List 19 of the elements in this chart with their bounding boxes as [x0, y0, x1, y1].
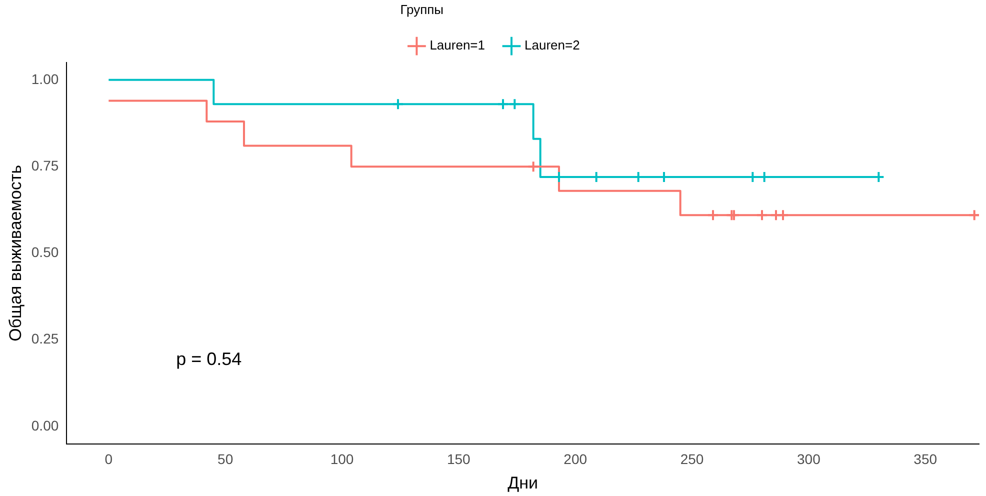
- x-tick-label: 350: [914, 451, 938, 468]
- x-tick-label: 250: [680, 451, 704, 468]
- x-tick-label: 200: [564, 451, 588, 468]
- y-axis-title: Общая выживаемость: [6, 164, 25, 342]
- y-tick-label: 0.00: [31, 417, 59, 434]
- x-axis-title: Дни: [508, 473, 538, 492]
- y-tick-label: 0.25: [31, 330, 59, 347]
- x-tick-label: 300: [796, 451, 821, 468]
- y-tick-label: 0.75: [31, 157, 59, 174]
- legend-title: Группы: [400, 2, 444, 18]
- x-tick-label: 150: [446, 451, 471, 468]
- legend-label: Lauren=2: [524, 38, 580, 53]
- x-tick-label: 100: [330, 451, 354, 468]
- legend-label: Lauren=1: [430, 38, 486, 53]
- y-tick-label: 0.50: [31, 244, 59, 260]
- x-tick-label: 0: [104, 451, 113, 468]
- y-tick-label: 1.00: [31, 70, 59, 87]
- annotation: p = 0.54: [176, 348, 242, 369]
- x-tick-label: 50: [218, 451, 234, 468]
